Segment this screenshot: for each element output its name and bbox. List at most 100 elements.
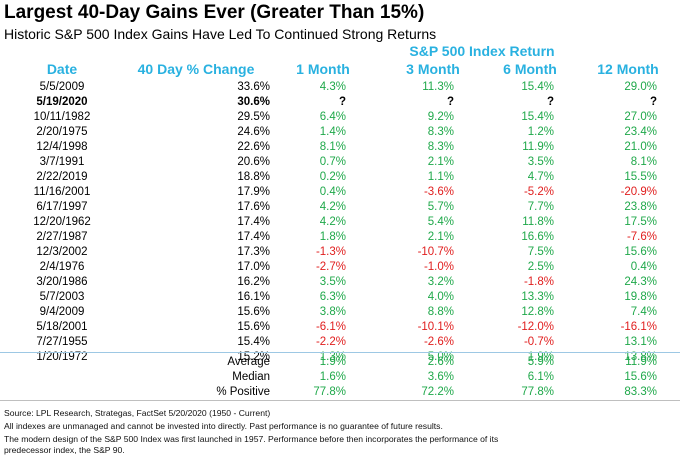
table-row: 2/27/1987 17.4% 1.8% 2.1% 16.6% -7.6% [0, 230, 680, 245]
return-6-month-cell: 2.5% [527, 261, 554, 273]
date-cell: 2/4/1976 [39, 261, 85, 273]
date-cell: 12/4/1998 [36, 141, 88, 153]
return-3-month-cell: 8.8% [427, 306, 454, 318]
column-header-1-month: 1 Month [296, 61, 350, 77]
column-header-12-month: 12 Month [597, 61, 659, 77]
return-3-month-cell: -10.7% [417, 246, 454, 258]
date-cell: 5/18/2001 [36, 321, 88, 333]
return-1-month-cell: -2.2% [315, 336, 346, 348]
return-6-month-cell: 1.2% [527, 126, 554, 138]
table-row: 3/20/1986 16.2% 3.5% 3.2% -1.8% 24.3% [0, 275, 680, 290]
return-12-month-cell: 15.6% [624, 246, 657, 258]
summary-12-month-cell: 15.6% [624, 371, 657, 383]
table-row: 2/20/1975 24.6% 1.4% 8.3% 1.2% 23.4% [0, 125, 680, 140]
change-cell: 17.6% [237, 201, 270, 213]
return-12-month-cell: ? [649, 96, 657, 108]
return-1-month-cell: -1.3% [315, 246, 346, 258]
summary-3-month-cell: 72.2% [421, 386, 454, 398]
table-row: 5/18/2001 15.6% -6.1% -10.1% -12.0% -16.1% [0, 320, 680, 335]
date-cell: 11/16/2001 [33, 186, 91, 198]
table-row: 9/4/2009 15.6% 3.8% 8.8% 12.8% 7.4% [0, 305, 680, 320]
table-row: 5/7/2003 16.1% 6.3% 4.0% 13.3% 19.8% [0, 290, 680, 305]
summary-label: Median [232, 371, 270, 383]
date-cell: 12/20/1962 [33, 216, 91, 228]
return-1-month-cell: 0.2% [319, 171, 346, 183]
summary-1-month-cell: 77.8% [313, 386, 346, 398]
change-cell: 30.6% [237, 96, 270, 108]
return-1-month-cell: ? [338, 96, 346, 108]
return-3-month-cell: 9.2% [427, 111, 454, 123]
return-6-month-cell: 11.9% [522, 141, 554, 153]
return-12-month-cell: -20.9% [620, 186, 657, 198]
return-12-month-cell: 8.1% [630, 156, 657, 168]
date-cell: 2/20/1975 [36, 126, 88, 138]
return-3-month-cell: 4.0% [427, 291, 454, 303]
summary-12-month-cell: 11.9% [625, 356, 657, 368]
return-12-month-cell: 29.0% [624, 81, 657, 93]
table-row: 12/4/1998 22.6% 8.1% 8.3% 11.9% 21.0% [0, 140, 680, 155]
return-1-month-cell: 8.1% [319, 141, 346, 153]
table-row: 1/20/1972 15.2% 1.3% 5.0% 1.9% 13.8% [0, 350, 680, 365]
summary-3-month-cell: 3.6% [427, 371, 454, 383]
return-1-month-cell: 6.4% [319, 111, 346, 123]
return-6-month-cell: 7.7% [527, 201, 554, 213]
change-cell: 22.6% [237, 141, 270, 153]
footnote-disclaimer: All indexes are unmanaged and cannot be … [4, 421, 443, 431]
return-6-month-cell: 1.9% [527, 351, 554, 363]
return-1-month-cell: 0.4% [319, 186, 346, 198]
return-1-month-cell: 1.4% [319, 126, 346, 138]
return-6-month-cell: 13.3% [521, 291, 554, 303]
return-12-month-cell: 21.0% [624, 141, 657, 153]
sp500-return-group-header: S&P 500 Index Return [409, 43, 555, 59]
date-cell: 5/5/2009 [39, 81, 85, 93]
change-cell: 15.6% [237, 306, 270, 318]
return-3-month-cell: 5.7% [427, 201, 454, 213]
return-12-month-cell: 13.1% [624, 336, 657, 348]
date-cell: 3/7/1991 [39, 156, 85, 168]
summary-row: Median 1.6% 3.6% 6.1% 15.6% [0, 370, 680, 385]
return-12-month-cell: -16.1% [620, 321, 657, 333]
return-6-month-cell: 4.7% [527, 171, 554, 183]
column-header-date: Date [46, 61, 78, 77]
return-1-month-cell: 0.7% [319, 156, 346, 168]
return-12-month-cell: 0.4% [630, 261, 657, 273]
date-cell: 5/19/2020 [36, 96, 88, 108]
change-cell: 15.6% [237, 321, 270, 333]
return-1-month-cell: 4.2% [319, 201, 346, 213]
column-header-6-month: 6 Month [503, 61, 557, 77]
table-row: 2/4/1976 17.0% -2.7% -1.0% 2.5% 0.4% [0, 260, 680, 275]
date-cell: 3/20/1986 [36, 276, 88, 288]
return-3-month-cell: 8.3% [427, 126, 454, 138]
table-row: 5/5/2009 33.6% 4.3% 11.3% 15.4% 29.0% [0, 80, 680, 95]
table-row: 11/16/2001 17.9% 0.4% -3.6% -5.2% -20.9% [0, 185, 680, 200]
return-3-month-cell: 5.0% [427, 351, 454, 363]
return-6-month-cell: 11.8% [522, 216, 554, 228]
summary-row: % Positive 77.8% 72.2% 77.8% 83.3% [0, 385, 680, 400]
chart-title: Largest 40-Day Gains Ever (Greater Than … [4, 2, 425, 23]
summary-1-month-cell: 1.6% [319, 371, 346, 383]
return-3-month-cell: ? [446, 96, 454, 108]
date-cell: 2/22/2019 [36, 171, 88, 183]
summary-row: Average 1.9% 2.6% 5.9% 11.9% [0, 355, 680, 370]
return-12-month-cell: -7.6% [626, 231, 657, 243]
date-cell: 12/3/2002 [36, 246, 88, 258]
summary-6-month-cell: 6.1% [527, 371, 554, 383]
summary-6-month-cell: 5.9% [527, 356, 554, 368]
return-12-month-cell: 23.4% [624, 126, 657, 138]
footnote-source: Source: LPL Research, Strategas, FactSet… [4, 408, 271, 418]
return-1-month-cell: 4.2% [319, 216, 346, 228]
return-6-month-cell: 3.5% [527, 156, 554, 168]
change-cell: 18.8% [237, 171, 270, 183]
return-6-month-cell: 7.5% [527, 246, 554, 258]
change-cell: 24.6% [237, 126, 270, 138]
change-cell: 16.2% [237, 276, 270, 288]
column-header-40day-change: 40 Day % Change [137, 61, 255, 77]
return-12-month-cell: 7.4% [630, 306, 657, 318]
chart-subtitle: Historic S&P 500 Index Gains Have Led To… [4, 26, 437, 42]
change-cell: 17.4% [237, 216, 270, 228]
table-header-row: Date 40 Day % Change 1 Month 3 Month 6 M… [0, 60, 680, 77]
return-3-month-cell: 2.1% [427, 231, 454, 243]
change-cell: 15.2% [237, 351, 270, 363]
summary-12-month-cell: 83.3% [624, 386, 657, 398]
